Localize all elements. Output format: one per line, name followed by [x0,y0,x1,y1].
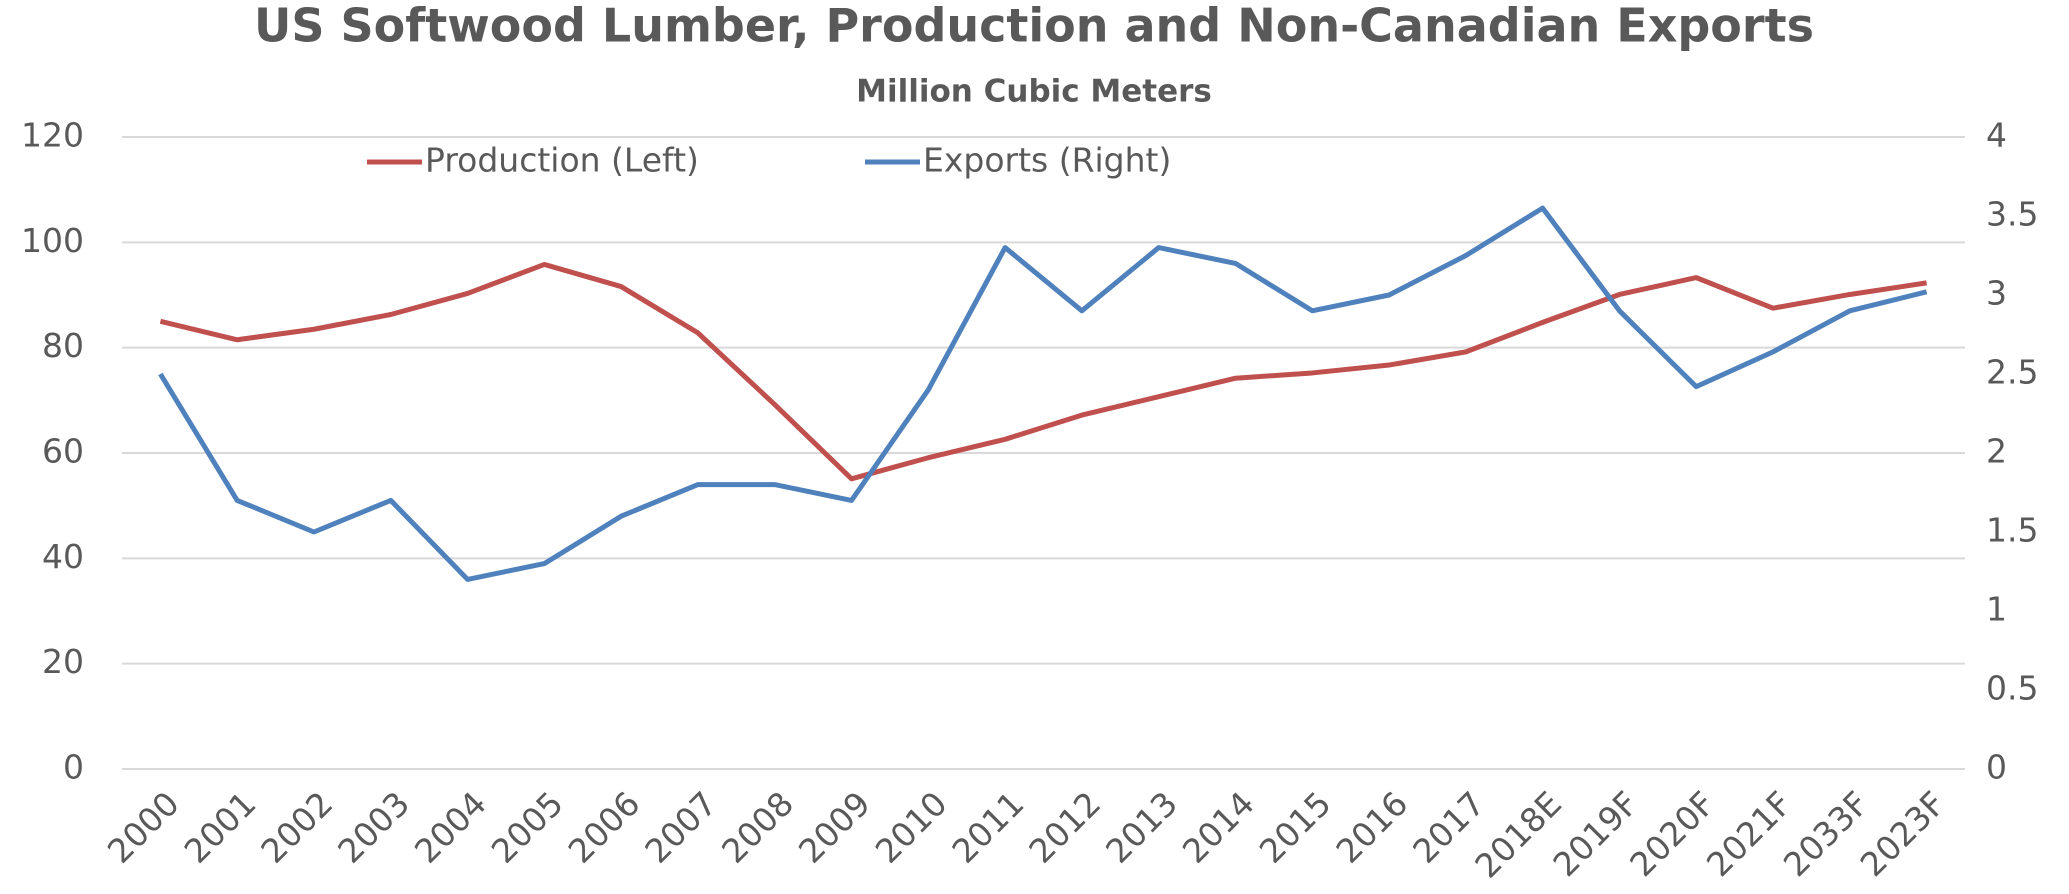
y2-tick-label: 1 [1986,590,2007,629]
x-tick-label: 2014 [1175,784,1262,871]
x-tick-label: 2021F [1699,784,1799,884]
x-tick-label: 2018E [1467,784,1569,886]
legend-label: Exports (Right) [923,141,1171,180]
y-tick-label: 80 [42,326,84,365]
x-tick-label: 2013 [1098,784,1185,871]
x-tick-label: 2033F [1776,784,1876,884]
y-tick-label: 100 [21,221,84,260]
y2-tick-label: 0.5 [1986,669,2038,708]
y-tick-label: 20 [42,642,84,681]
x-tick-label: 2004 [407,784,494,871]
y2-tick-label: 3.5 [1986,195,2038,234]
x-tick-label: 2005 [484,784,571,871]
x-tick-label: 2020F [1622,784,1722,884]
x-tick-label: 2011 [945,784,1032,871]
y2-tick-label: 2 [1986,432,2007,471]
y-tick-label: 40 [42,537,84,576]
x-tick-label: 2007 [637,784,724,871]
x-tick-label: 2008 [714,784,801,871]
x-tick-label: 2015 [1252,784,1339,871]
line-series [158,205,1928,582]
chart-title: US Softwood Lumber, Production and Non-C… [254,0,1814,53]
legend-label: Production (Left) [425,141,699,180]
x-tick-label: 2019F [1545,784,1645,884]
x-tick-label: 2000 [100,784,187,871]
x-tick-label: 2012 [1021,784,1108,871]
x-tick-label: 2023F [1853,784,1953,884]
x-tick-label: 2001 [177,784,264,871]
line-series [159,261,1927,482]
y-tick-label: 120 [21,116,84,155]
x-tick-label: 2006 [561,784,648,871]
x-tick-label: 2010 [868,784,955,871]
y2-tick-label: 2.5 [1986,353,2038,392]
x-tick-label: 2002 [253,784,340,871]
y2-tick-label: 0 [1986,748,2007,787]
y2-tick-label: 3 [1986,274,2007,313]
y-tick-label: 0 [63,748,84,787]
x-tick-label: 2016 [1328,784,1415,871]
x-tick-label: 2009 [791,784,878,871]
y2-tick-label: 4 [1986,116,2007,155]
chart-subtitle: Million Cubic Meters [856,74,1212,110]
y2-tick-label: 1.5 [1986,511,2038,550]
x-tick-label: 2003 [330,784,417,871]
y-tick-label: 60 [42,432,84,471]
